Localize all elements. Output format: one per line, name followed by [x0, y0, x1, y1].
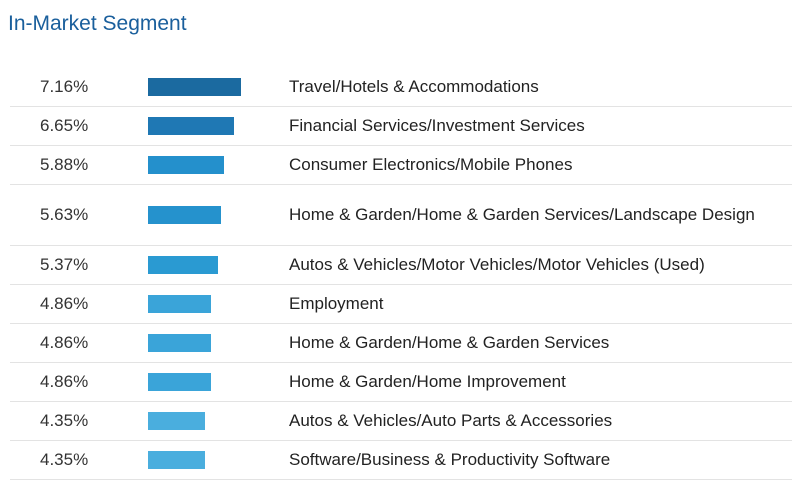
- bar: [148, 373, 212, 391]
- value-label: 4.35%: [40, 411, 89, 430]
- category-label: Home & Garden/Home Improvement: [289, 372, 566, 391]
- bar: [148, 295, 212, 313]
- value-label: 7.16%: [40, 77, 89, 96]
- bar-track: [148, 295, 248, 313]
- table-row: 5.37% Autos & Vehicles/Motor Vehicles/Mot…: [10, 246, 792, 285]
- bar-track: [148, 117, 248, 135]
- bar: [148, 451, 205, 469]
- table-row: 6.65% Financial Services/Investment Servi…: [10, 107, 792, 146]
- value-label: 4.86%: [40, 333, 89, 352]
- bar: [148, 78, 241, 96]
- bar-track: [148, 256, 248, 274]
- segment-table: 7.16% Travel/Hotels & Accommodations 6.65%…: [10, 68, 792, 480]
- bar-track: [148, 451, 248, 469]
- category-label: Home & Garden/Home & Garden Services: [289, 333, 610, 352]
- table-row: 5.88% Consumer Electronics/Mobile Phones: [10, 146, 792, 185]
- category-label: Consumer Electronics/Mobile Phones: [289, 155, 573, 174]
- value-label: 5.37%: [40, 255, 89, 274]
- bar-track: [148, 206, 248, 224]
- category-label: Travel/Hotels & Accommodations: [289, 77, 539, 96]
- value-label: 4.35%: [40, 450, 89, 469]
- table-row: 4.86% Home & Garden/Home & Garden Service…: [10, 324, 792, 363]
- category-label: Software/Business & Productivity Softwar…: [289, 450, 611, 469]
- category-label: Autos & Vehicles/Auto Parts & Accessorie…: [289, 411, 613, 430]
- value-label: 6.65%: [40, 116, 89, 135]
- table-row: 4.86% Employment: [10, 285, 792, 324]
- bar-track: [148, 334, 248, 352]
- table-row: 5.63% Home & Garden/Home & Garden Service…: [10, 185, 792, 246]
- table-row: 4.35% Software/Business & Productivity So…: [10, 441, 792, 480]
- bar: [148, 156, 225, 174]
- category-label: Autos & Vehicles/Motor Vehicles/Motor Ve…: [289, 255, 705, 274]
- bar-track: [148, 373, 248, 391]
- chart-title: In-Market Segment: [8, 12, 187, 35]
- category-label: Financial Services/Investment Services: [289, 116, 585, 135]
- value-label: 4.86%: [40, 372, 89, 391]
- table-row: 7.16% Travel/Hotels & Accommodations: [10, 68, 792, 107]
- value-label: 4.86%: [40, 294, 89, 313]
- category-label: Employment: [289, 294, 384, 313]
- bar-track: [148, 412, 248, 430]
- value-label: 5.88%: [40, 155, 89, 174]
- value-label: 5.63%: [40, 205, 89, 224]
- category-label: Home & Garden/Home & Garden Services/Lan…: [289, 205, 755, 224]
- bar: [148, 412, 205, 430]
- table-row: 4.35% Autos & Vehicles/Auto Parts & Acces…: [10, 402, 792, 441]
- bar-track: [148, 156, 248, 174]
- table-row: 4.86% Home & Garden/Home Improvement: [10, 363, 792, 402]
- bar: [148, 334, 212, 352]
- bar: [148, 206, 222, 224]
- bar: [148, 256, 218, 274]
- bar: [148, 117, 235, 135]
- bar-track: [148, 78, 248, 96]
